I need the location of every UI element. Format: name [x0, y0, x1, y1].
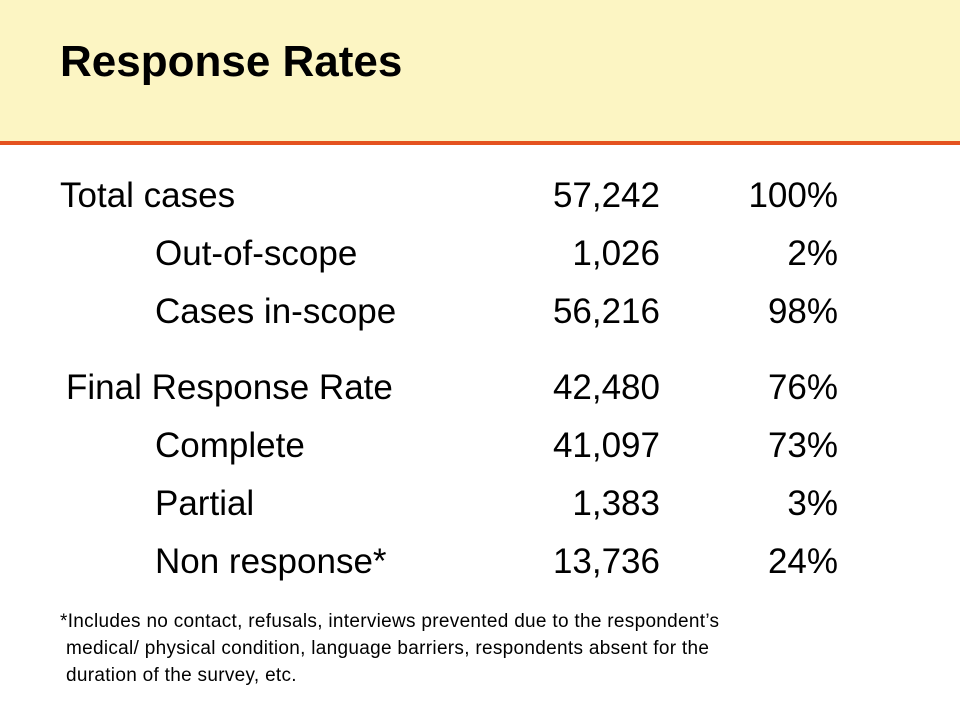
table-row: Final Response Rate 42,480 76%: [0, 366, 960, 410]
table-row: Total cases 57,242 100%: [0, 174, 960, 218]
title-banner: Response Rates: [0, 0, 960, 141]
row-percent: 24%: [767, 542, 838, 581]
table-row: Complete 41,097 73%: [0, 424, 960, 468]
row-count: 13,736: [552, 542, 660, 581]
row-count: 1,026: [572, 234, 660, 273]
row-percent: 2%: [787, 234, 838, 273]
row-count: 57,242: [552, 176, 660, 215]
row-count: 42,480: [552, 368, 660, 407]
row-percent: 98%: [767, 292, 838, 331]
table-row: Partial 1,383 3%: [0, 482, 960, 526]
row-count: 41,097: [552, 426, 660, 465]
row-label: Non response*: [155, 542, 387, 581]
table-row: Cases in-scope 56,216 98%: [0, 290, 960, 334]
footnote-line: duration of the survey, etc.: [66, 665, 297, 686]
row-percent: 3%: [787, 484, 838, 523]
row-label: Cases in-scope: [155, 292, 397, 331]
footnote-line: medical/ physical condition, language ba…: [66, 638, 710, 659]
slide-title: Response Rates: [60, 37, 403, 86]
row-label: Final Response Rate: [66, 368, 393, 407]
row-count: 1,383: [572, 484, 660, 523]
row-label: Total cases: [60, 176, 236, 215]
row-label: Complete: [155, 426, 305, 465]
footnote-line: *Includes no contact, refusals, intervie…: [60, 611, 720, 632]
footnote: *Includes no contact, refusals, intervie…: [60, 608, 940, 689]
table-row: Non response* 13,736 24%: [0, 540, 960, 584]
row-percent: 73%: [767, 426, 838, 465]
row-count: 56,216: [552, 292, 660, 331]
table-row: Out-of-scope 1,026 2%: [0, 232, 960, 276]
title-divider: [0, 141, 960, 145]
row-percent: 76%: [767, 368, 838, 407]
row-label: Partial: [155, 484, 255, 523]
row-label: Out-of-scope: [155, 234, 358, 273]
row-percent: 100%: [748, 176, 838, 215]
